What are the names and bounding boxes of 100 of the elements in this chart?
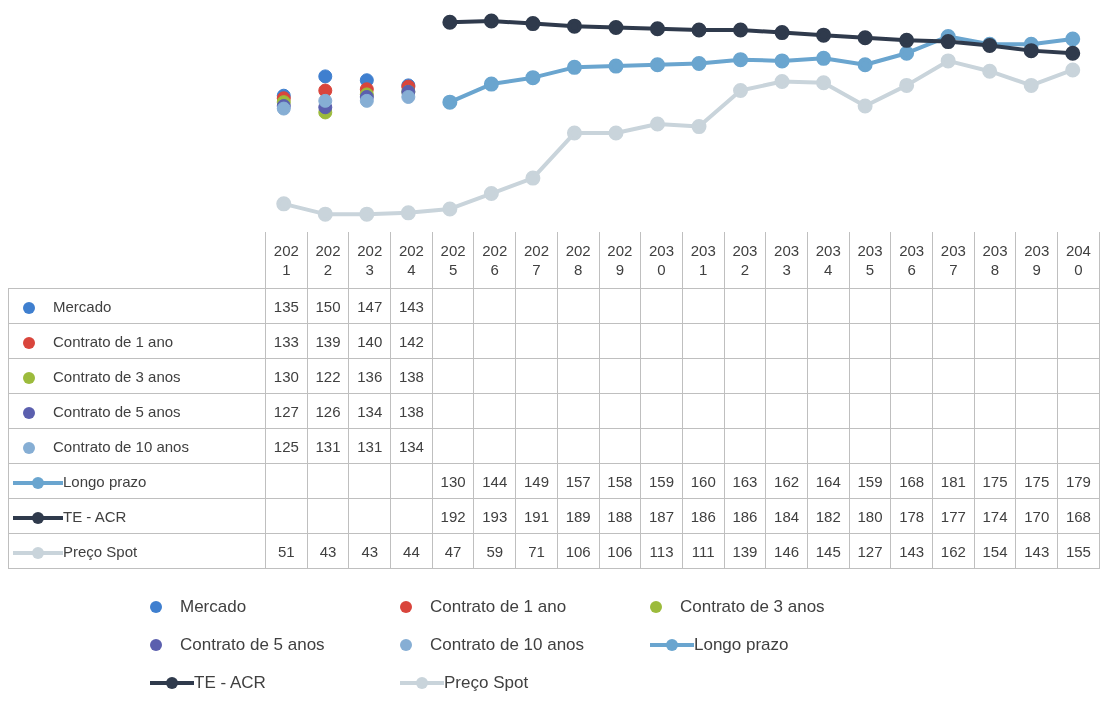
- data-label: 106: [599, 533, 641, 569]
- data-label: 139: [724, 533, 766, 569]
- text: Contrato de 10 anos: [430, 635, 585, 654]
- data-label: 157: [557, 463, 599, 499]
- x-tick-label: 2038: [974, 232, 1016, 289]
- data-label: 47: [432, 533, 474, 569]
- data-label: 181: [932, 463, 975, 499]
- data-label: 159: [640, 463, 683, 499]
- data-label: 160: [682, 463, 725, 499]
- x-tick-label: 2034: [807, 232, 850, 289]
- legend-label: Preço Spot: [8, 533, 266, 569]
- data-label: 138: [390, 393, 433, 429]
- data-label: 125: [265, 428, 308, 464]
- data-label: 150: [307, 288, 349, 324]
- x-tick-label: 2040: [1057, 232, 1100, 289]
- data-label: 175: [974, 463, 1016, 499]
- data-label: 130: [432, 463, 474, 499]
- data-label: 159: [849, 463, 891, 499]
- legend-label: Mercado: [8, 288, 266, 324]
- data-label: 139: [307, 323, 349, 359]
- x-tick-label: 2026: [473, 232, 516, 289]
- data-label: 142: [390, 323, 433, 359]
- x-tick-label: 2031: [682, 232, 725, 289]
- x-tick-label: 2035: [849, 232, 891, 289]
- x-tick-label: 2037: [932, 232, 975, 289]
- x-tick-label: 2029: [599, 232, 641, 289]
- data-label: 168: [890, 463, 933, 499]
- data-label: 162: [932, 533, 975, 569]
- data-label: 135: [265, 288, 308, 324]
- data-label: 180: [849, 498, 891, 534]
- data-label: 130: [265, 358, 308, 394]
- data-label: 126: [307, 393, 349, 429]
- data-label: 146: [765, 533, 808, 569]
- data-label: 184: [765, 498, 808, 534]
- data-label: 154: [974, 533, 1016, 569]
- data-label: 133: [265, 323, 308, 359]
- data-label: 113: [640, 533, 683, 569]
- text: Contrato de 5 anos: [180, 635, 325, 654]
- data-label: 143: [390, 288, 433, 324]
- data-label: 168: [1057, 498, 1100, 534]
- data-label: 182: [807, 498, 850, 534]
- data-label: 131: [348, 428, 391, 464]
- legend-label: Longo prazo: [8, 463, 266, 499]
- data-label: 149: [515, 463, 558, 499]
- data-label: 186: [724, 498, 766, 534]
- data-label: 158: [599, 463, 641, 499]
- x-tick-label: 2036: [890, 232, 933, 289]
- data-label: 145: [807, 533, 850, 569]
- text: Longo prazo: [694, 635, 789, 654]
- data-label: 138: [390, 358, 433, 394]
- x-tick-label: 2039: [1015, 232, 1058, 289]
- data-label: 188: [599, 498, 641, 534]
- legend-label: Contrato de 3 anos: [8, 358, 266, 394]
- data-label: 187: [640, 498, 683, 534]
- text: Mercado: [180, 597, 247, 616]
- data-label: 44: [390, 533, 433, 569]
- data-label: 143: [1015, 533, 1058, 569]
- data-label: 134: [348, 393, 391, 429]
- x-tick-label: 2025: [432, 232, 474, 289]
- x-tick-label: 2033: [765, 232, 808, 289]
- data-label: 164: [807, 463, 850, 499]
- data-label: 177: [932, 498, 975, 534]
- x-tick-label: 2023: [348, 232, 391, 289]
- text: Contrato de 3 anos: [680, 597, 825, 616]
- data-label: 140: [348, 323, 391, 359]
- x-tick-label: 2027: [515, 232, 558, 289]
- text: Preço Spot: [444, 673, 529, 692]
- x-tick-label: 2030: [640, 232, 683, 289]
- data-label: 178: [890, 498, 933, 534]
- data-label: 170: [1015, 498, 1058, 534]
- data-label: 134: [390, 428, 433, 464]
- data-label: 144: [473, 463, 516, 499]
- legend-label: Contrato de 10 anos: [8, 428, 266, 464]
- data-label: 111: [682, 533, 725, 569]
- data-label: 192: [432, 498, 474, 534]
- data-label: 131: [307, 428, 349, 464]
- data-label: 193: [473, 498, 516, 534]
- data-label: 136: [348, 358, 391, 394]
- legend-label: TE - ACR: [8, 498, 266, 534]
- x-tick-label: 2024: [390, 232, 433, 289]
- text: TE - ACR: [194, 673, 266, 692]
- text: Contrato de 1 ano: [430, 597, 567, 616]
- data-label: 143: [890, 533, 933, 569]
- data-label: 127: [265, 393, 308, 429]
- data-label: 51: [265, 533, 308, 569]
- x-tick-label: 2022: [307, 232, 349, 289]
- data-label: 174: [974, 498, 1016, 534]
- legend-label: Contrato de 1 ano: [8, 323, 266, 359]
- data-label: 43: [307, 533, 349, 569]
- legend-label: Contrato de 5 anos: [8, 393, 266, 429]
- data-label: 71: [515, 533, 558, 569]
- x-tick-label: 2028: [557, 232, 599, 289]
- data-label: 191: [515, 498, 558, 534]
- x-tick-label: 2032: [724, 232, 766, 289]
- data-label: 175: [1015, 463, 1058, 499]
- data-label: 155: [1057, 533, 1100, 569]
- data-label: 189: [557, 498, 599, 534]
- data-label: 179: [1057, 463, 1100, 499]
- data-label: 106: [557, 533, 599, 569]
- data-label: 163: [724, 463, 766, 499]
